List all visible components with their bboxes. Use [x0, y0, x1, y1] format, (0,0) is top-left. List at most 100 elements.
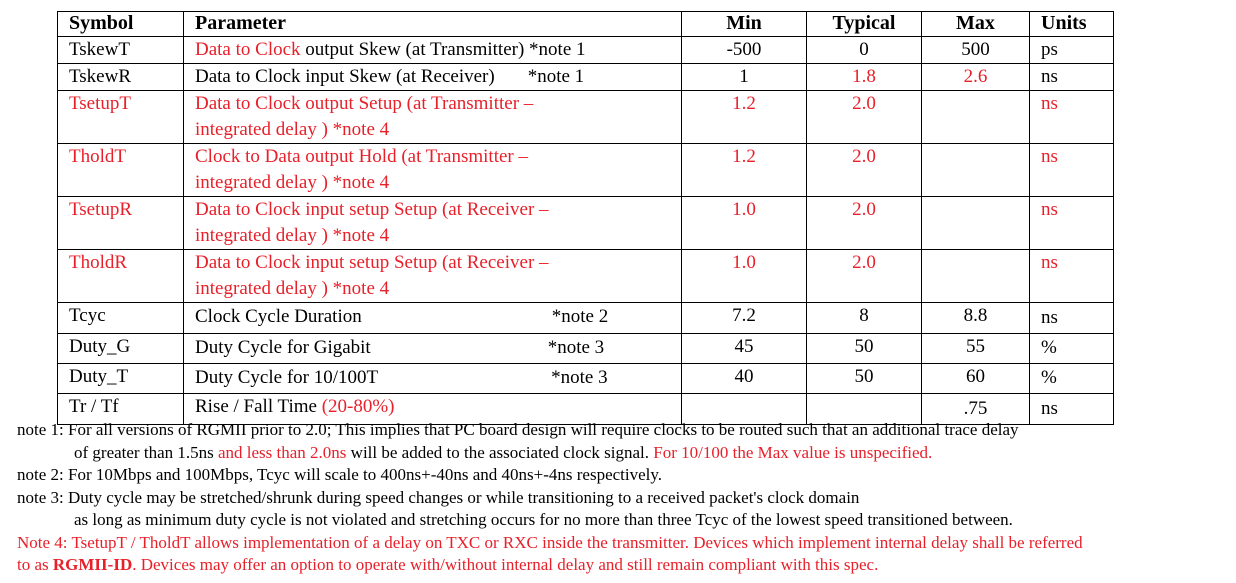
header-typical: Typical	[806, 11, 922, 37]
table-row: TholdR Data to Clock input setup Setup (…	[57, 249, 1114, 303]
min-cell	[681, 393, 807, 425]
min-cell: 1	[681, 63, 807, 91]
parameter-text: Duty Cycle for Gigabit	[195, 337, 371, 358]
parameter-cell: Data to Clock input Skew (at Receiver) *n…	[183, 63, 682, 91]
parameter-line-1: Clock to Data output Hold (at Transmitte…	[195, 146, 529, 167]
min-cell: -500	[681, 36, 807, 64]
table-row: Duty_G Duty Cycle for Gigabit *note 3 45 …	[57, 333, 1114, 364]
parameter-text: output Skew (at Transmitter) *note 1	[300, 39, 586, 60]
typical-cell: 2.0	[806, 249, 922, 303]
parameter-cell: Clock Cycle Duration *note 2	[183, 302, 682, 334]
parameter-text: Duty Cycle for 10/100T	[195, 367, 379, 388]
parameter-cell: Rise / Fall Time (20-80%)	[183, 393, 682, 425]
note-1-text-cont: will be added to the associated clock si…	[346, 442, 654, 462]
min-cell: 1.2	[681, 90, 807, 144]
parameter-line-1: Data to Clock input setup Setup (at Rece…	[195, 199, 549, 220]
note-1-line-2: of greater than 1.5ns and less than 2.0n…	[17, 442, 1236, 465]
header-min: Min	[681, 11, 807, 37]
parameter-cell: Clock to Data output Hold (at Transmitte…	[183, 143, 682, 197]
parameter-line-2: integrated delay ) *note 4	[195, 119, 390, 140]
note-1-red-text-2: For 10/100 the Max value is unspecified.	[653, 442, 933, 462]
note-3-line-2: as long as minimum duty cycle is not vio…	[74, 510, 1013, 529]
min-cell: 7.2	[681, 302, 807, 334]
max-cell: 8.8	[921, 302, 1030, 334]
table-row: Duty_T Duty Cycle for 10/100T *note 3 40 …	[57, 363, 1114, 394]
symbol-cell: Tr / Tf	[57, 393, 184, 425]
symbol-cell: TholdT	[57, 143, 184, 197]
typical-cell: 1.8	[806, 63, 922, 91]
table-row: TskewR Data to Clock input Skew (at Rece…	[57, 63, 1114, 91]
max-cell: 60	[921, 363, 1030, 394]
note-reference: *note 2	[551, 306, 609, 327]
typical-cell: 2.0	[806, 196, 922, 250]
symbol-cell: Duty_G	[57, 333, 184, 364]
table-row: TsetupR Data to Clock input setup Setup …	[57, 196, 1114, 250]
note-1-text: of greater than 1.5ns	[74, 442, 218, 462]
max-cell: 2.6	[921, 63, 1030, 91]
symbol-cell: Duty_T	[57, 363, 184, 394]
parameter-cell: Data to Clock output Skew (at Transmitte…	[183, 36, 682, 64]
note-1-line-1: note 1: For all versions of RGMII prior …	[17, 420, 1019, 439]
rgmii-id-term: RGMII-ID	[52, 555, 133, 574]
max-cell: 500	[921, 36, 1030, 64]
units-cell: ns	[1029, 90, 1114, 144]
note-1-red-text: and less than 2.0ns	[217, 442, 347, 462]
max-cell: 55	[921, 333, 1030, 364]
min-cell: 1.2	[681, 143, 807, 197]
units-cell: ns	[1029, 196, 1114, 250]
parameter-cell: Data to Clock input setup Setup (at Rece…	[183, 196, 682, 250]
header-max: Max	[921, 11, 1030, 37]
units-cell: ns	[1029, 393, 1114, 425]
parameter-cell: Duty Cycle for 10/100T *note 3	[183, 363, 682, 394]
parameter-cell: Data to Clock output Setup (at Transmitt…	[183, 90, 682, 144]
parameter-text: Rise / Fall Time	[195, 396, 322, 417]
table-row: Tcyc Clock Cycle Duration *note 2 7.2 8 8…	[57, 302, 1114, 334]
parameter-text: Data to Clock input Skew (at Receiver)	[195, 66, 495, 87]
typical-cell: 50	[806, 333, 922, 364]
note-3-line-1: note 3: Duty cycle may be stretched/shru…	[17, 487, 860, 507]
units-cell: %	[1029, 333, 1114, 364]
parameter-line-2: integrated delay ) *note 4	[195, 225, 390, 246]
symbol-cell: TskewT	[57, 36, 184, 64]
note-4-line-1: Note 4: TsetupT / TholdT allows implemen…	[17, 532, 1083, 552]
parameter-line-1: Data to Clock input setup Setup (at Rece…	[195, 252, 549, 273]
symbol-cell: TskewR	[57, 63, 184, 91]
table-row: TholdT Clock to Data output Hold (at Tra…	[57, 143, 1114, 197]
units-cell: ns	[1029, 249, 1114, 303]
parameter-line-2: integrated delay ) *note 4	[195, 278, 390, 299]
max-cell	[921, 90, 1030, 144]
header-parameter: Parameter	[183, 11, 682, 37]
min-cell: 1.0	[681, 249, 807, 303]
header-units: Units	[1029, 11, 1114, 37]
units-cell: ns	[1029, 63, 1114, 91]
symbol-cell: TsetupR	[57, 196, 184, 250]
typical-cell: 50	[806, 363, 922, 394]
units-cell: ns	[1029, 302, 1114, 334]
symbol-cell: Tcyc	[57, 302, 184, 334]
typical-cell: 2.0	[806, 143, 922, 197]
note-4-text-cont: . Devices may offer an option to operate…	[132, 555, 879, 574]
parameter-text: Clock Cycle Duration	[195, 306, 362, 327]
parameter-red-text: (20-80%)	[321, 396, 395, 417]
max-cell	[921, 249, 1030, 303]
parameter-line-1: Data to Clock output Setup (at Transmitt…	[195, 93, 534, 114]
timing-spec-table: Symbol Parameter Min Typical Max Units T…	[57, 11, 1114, 425]
table-row: Tr / Tf Rise / Fall Time (20-80%) .75 ns	[57, 393, 1114, 425]
min-cell: 40	[681, 363, 807, 394]
min-cell: 1.0	[681, 196, 807, 250]
units-cell: ns	[1029, 143, 1114, 197]
parameter-red-text: Data to Clock	[195, 39, 301, 60]
note-2: note 2: For 10Mbps and 100Mbps, Tcyc wil…	[17, 465, 663, 484]
units-cell: ps	[1029, 36, 1114, 64]
note-4-text: to as	[17, 555, 53, 574]
parameter-cell: Data to Clock input setup Setup (at Rece…	[183, 249, 682, 303]
note-reference: *note 3	[551, 367, 608, 388]
typical-cell: 2.0	[806, 90, 922, 144]
note-reference: *note 3	[547, 337, 605, 358]
symbol-cell: TholdR	[57, 249, 184, 303]
footnotes: note 1: For all versions of RGMII prior …	[17, 419, 1236, 577]
parameter-cell: Duty Cycle for Gigabit *note 3	[183, 333, 682, 364]
table-row: TsetupT Data to Clock output Setup (at T…	[57, 90, 1114, 144]
typical-cell: 0	[806, 36, 922, 64]
units-cell: %	[1029, 363, 1114, 394]
